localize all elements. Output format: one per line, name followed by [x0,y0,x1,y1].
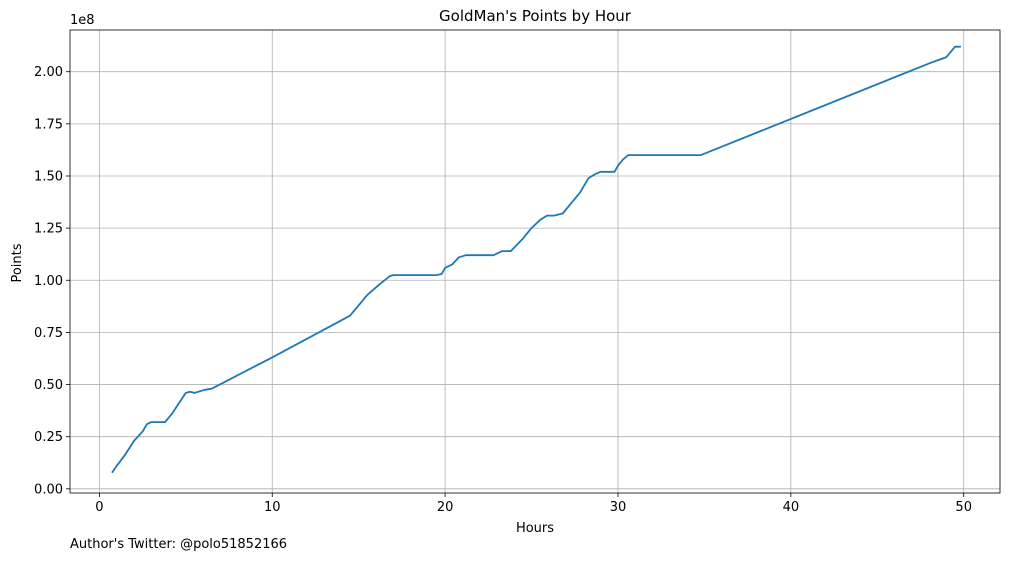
x-axis-label: Hours [516,521,554,536]
x-tick-label: 50 [955,500,972,515]
plot-frame [69,29,1001,494]
plot-area [70,30,1000,493]
x-axis-ticks: 0 10 20 30 40 50 [95,493,972,515]
x-tick-label: 40 [783,500,800,515]
x-tick-label: 0 [95,500,103,515]
chart-title: GoldMan's Points by Hour [439,7,632,25]
y-tick-label: 1.75 [34,117,63,132]
x-tick-label: 10 [264,500,281,515]
series-group [111,45,962,474]
series-line [111,45,962,474]
y-axis-label: Points [10,243,25,282]
grid-lines [70,30,1000,493]
y-tick-label: 0.00 [34,482,63,497]
y-tick-label: 2.00 [34,65,63,80]
y-axis-ticks: 0.00 0.25 0.50 0.75 1.00 1.25 1.50 1.75 2.00 [34,65,70,497]
y-tick-label: 0.50 [34,378,63,393]
x-tick-label: 30 [610,500,627,515]
y-tick-label: 1.25 [34,222,63,237]
y-tick-label: 1.50 [34,169,63,184]
author-credit: Author's Twitter: @polo51852166 [70,537,288,552]
y-tick-label: 1.00 [34,274,63,289]
y-axis-offset-text: 1e8 [70,13,95,28]
y-tick-label: 0.75 [34,326,63,341]
x-tick-label: 20 [437,500,454,515]
y-tick-label: 0.25 [34,430,63,445]
